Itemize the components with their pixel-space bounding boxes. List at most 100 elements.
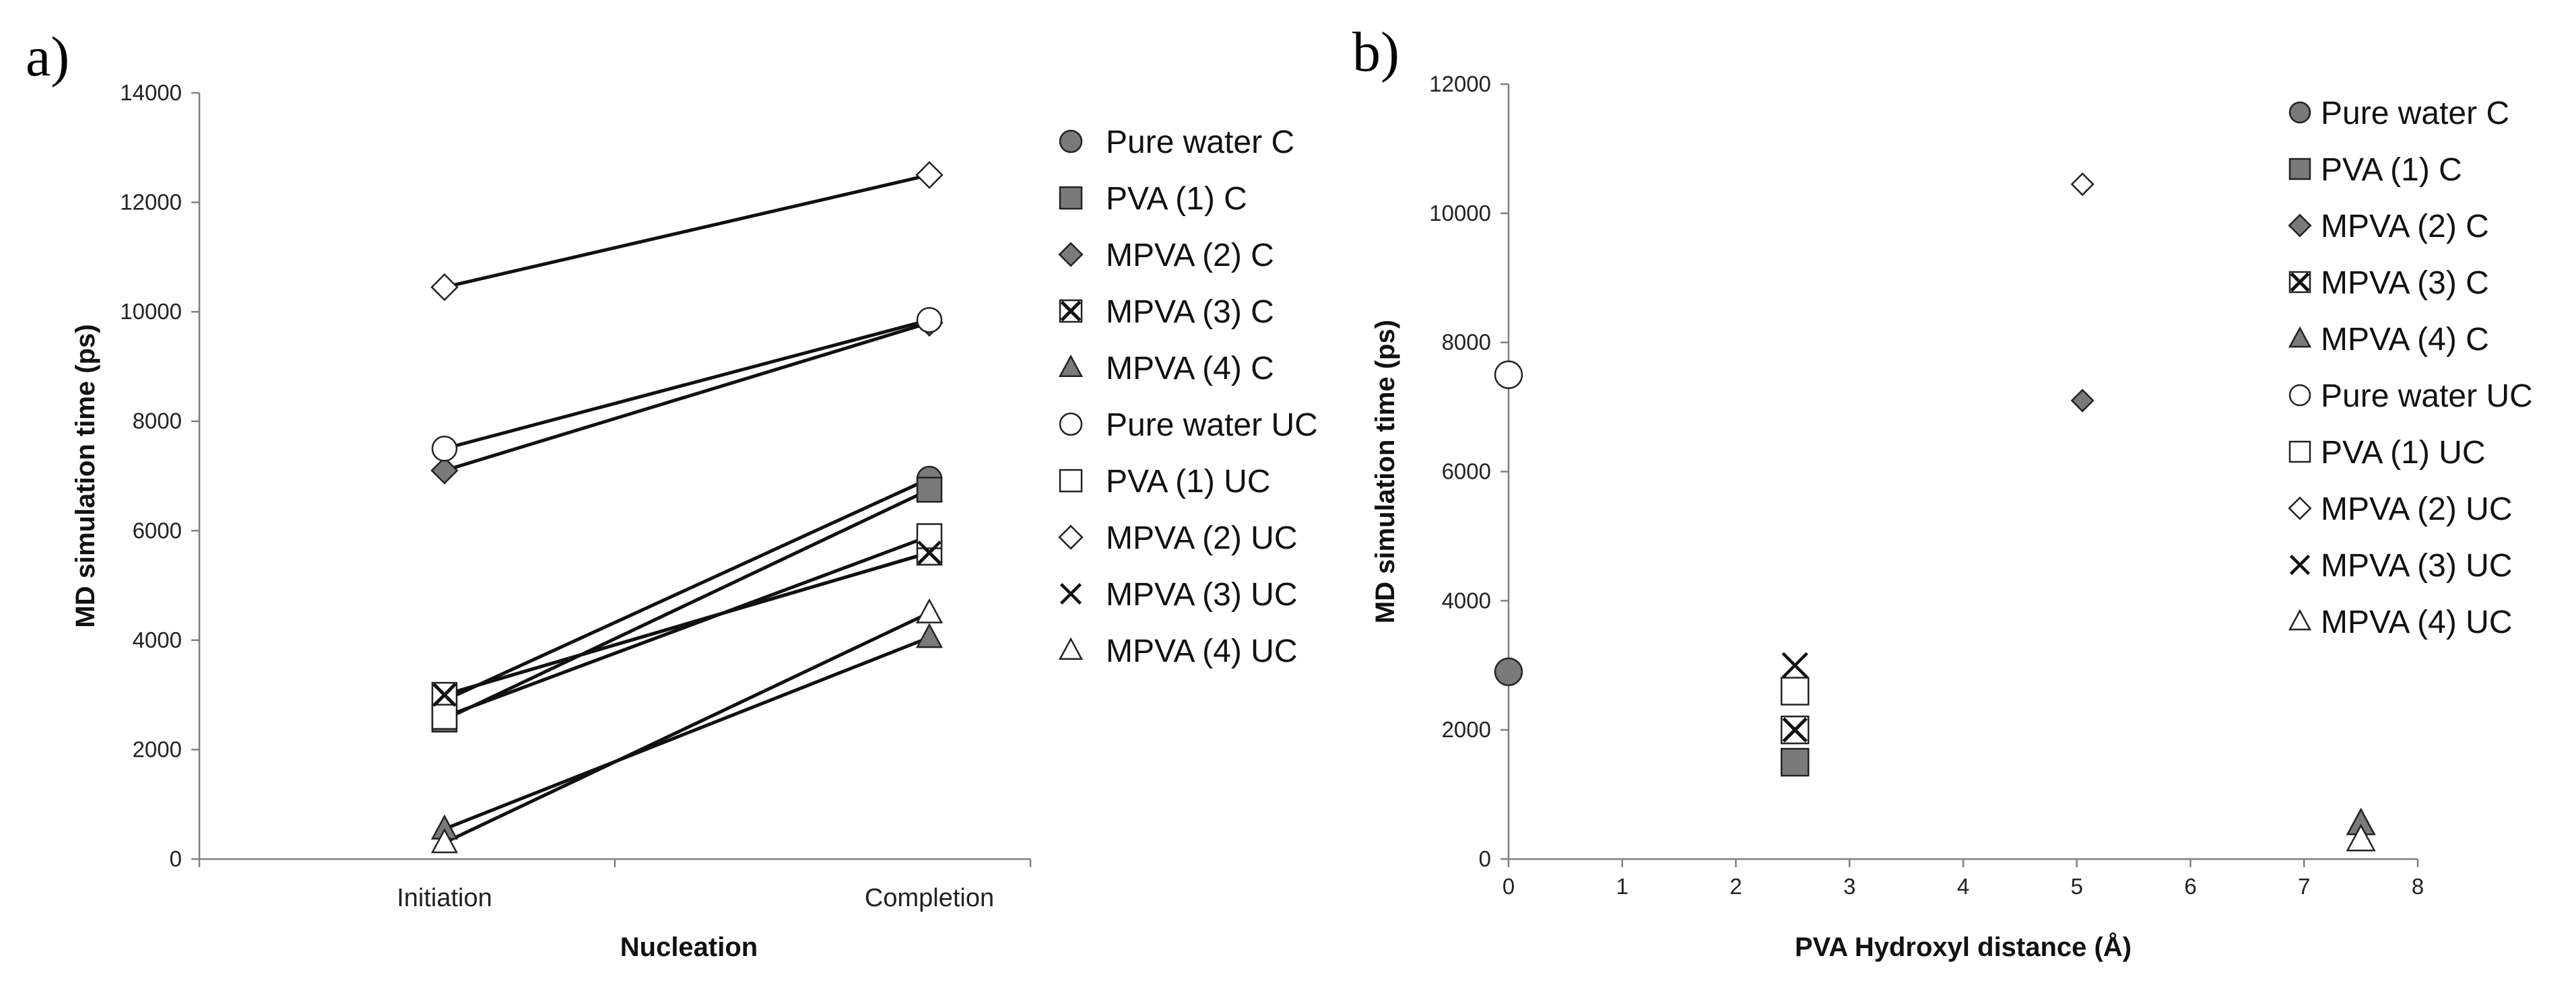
chart-b-y-tick-label: 12000 (1429, 71, 1491, 96)
chart-b-legend-label-mpva-3-c: MPVA (3) C (2321, 265, 2489, 301)
chart-b-legend-label-mpva-2-uc: MPVA (2) UC (2321, 491, 2512, 527)
chart-a-point-pva-1-c (916, 477, 943, 503)
chart-a-y-tick-label: 10000 (120, 299, 182, 324)
chart-b-legend-label-mpva-4-uc: MPVA (4) UC (2321, 605, 2512, 640)
chart-b-point-pva-1-uc (1781, 677, 1810, 706)
chart-b-point-mpva-3-c (1781, 715, 1810, 745)
chart-b-legend-marker-mpva-2-uc (2288, 496, 2312, 520)
chart-b-point-mpva-3-uc-stroke (1781, 652, 1808, 679)
chart-a-point-pva-1-uc (431, 704, 458, 730)
chart-a-legend-marker-pva-1-uc (1059, 469, 1083, 493)
chart-a-point-mpva-2-uc (915, 161, 944, 189)
chart-a-legend-marker-mpva-3-uc (1060, 583, 1082, 605)
chart-a-point-mpva-3-uc (917, 541, 942, 565)
chart-b-legend-marker-mpva-2-c (2288, 213, 2312, 238)
chart-b-legend-marker-mpva-3-c (2288, 271, 2311, 294)
chart-b-point-pva-1-c (1781, 747, 1810, 777)
chart-b-y-tick-label: 10000 (1429, 201, 1491, 226)
chart-b-x-tick-label: 8 (2412, 874, 2424, 899)
chart-a-point-mpva-3-uc (432, 683, 457, 707)
chart-a-legend-label-pva-1-c: PVA (1) C (1106, 181, 1247, 217)
chart-a-point-mpva-4-uc (915, 598, 944, 623)
chart-b-legend-marker-pure-water-c (2288, 101, 2311, 124)
chart-a-y-tick-label: 4000 (133, 627, 182, 652)
chart-a-legend-label-pure-water-c: Pure water C (1106, 125, 1294, 160)
chart-a-legend-label-pure-water-uc: Pure water UC (1106, 407, 1318, 443)
chart-a-series-line-mpva-2-c (444, 321, 930, 473)
chart-b-legend-marker-mpva-3-c-stroke (2290, 272, 2310, 292)
chart-a-point-pure-water-uc (916, 307, 943, 333)
chart-b-x-tick-label: 5 (2071, 874, 2083, 899)
chart-a-point-mpva-3-uc-stroke (917, 541, 942, 565)
chart-b-point-pure-water-uc (1494, 360, 1523, 389)
chart-a-legend-marker-mpva-3-c (1059, 299, 1083, 323)
chart-b-point-mpva-2-c (2070, 388, 2094, 413)
chart-b-legend-label-pva-1-c: PVA (1) C (2321, 152, 2462, 188)
chart-b-legend-marker-mpva-3-uc-stroke (2289, 554, 2311, 576)
chart-a-x-tick-label-completion: Completion (865, 884, 994, 912)
chart-b-point-mpva-3-c-stroke (1782, 717, 1808, 743)
chart-a-legend-marker-mpva-3-uc-stroke (1060, 583, 1082, 605)
chart-b-legend-marker-mpva-4-c (2288, 326, 2312, 348)
chart-a-legend-marker-pure-water-c (1059, 129, 1083, 154)
chart-a-legend-marker-pure-water-uc (1059, 412, 1083, 436)
chart-a-y-tick-label: 8000 (133, 409, 182, 434)
chart-a-x-axis-title: Nucleation (620, 932, 758, 962)
chart-b-legend-label-mpva-4-c: MPVA (4) C (2321, 322, 2489, 357)
chart-b-x-tick-label: 0 (1502, 874, 1515, 899)
chart-a-legend-marker-mpva-4-uc (1058, 637, 1084, 660)
chart-b-y-axis-title: MD simulation time (ps) (1370, 320, 1400, 623)
chart-a-y-tick-label: 0 (170, 846, 182, 871)
chart-a-legend-label-mpva-3-c: MPVA (3) C (1106, 294, 1274, 330)
panel-label-b: b) (1352, 21, 1399, 83)
chart-a-point-pure-water-uc (431, 436, 458, 462)
chart-a-y-tick-label: 6000 (133, 518, 182, 543)
chart-a-series-line-mpva-4-c (444, 636, 930, 831)
chart-a-point-mpva-4-uc (430, 828, 459, 854)
chart-b-legend-label-pva-1-uc: PVA (1) UC (2321, 435, 2486, 471)
chart-a-legend-label-mpva-4-c: MPVA (4) C (1106, 351, 1274, 386)
chart-b-legend-marker-pva-1-uc (2288, 440, 2311, 463)
chart-b-point-pure-water-c (1494, 657, 1523, 687)
chart-a-series-line-pva-1-c (443, 488, 931, 721)
chart-b-point-mpva-2-uc (2070, 172, 2094, 197)
chart-b-point-mpva-4-uc (2346, 823, 2376, 852)
chart-a-legend-label-mpva-4-uc: MPVA (4) UC (1106, 634, 1297, 669)
chart-b-legend-label-pure-water-uc: Pure water UC (2321, 378, 2533, 414)
chart-a-series-line-mpva-2-uc (444, 173, 930, 289)
chart-b-x-axis-title: PVA Hydroxyl distance (Å) (1795, 932, 2132, 962)
chart-b-legend-label-pure-water-c: Pure water C (2321, 96, 2509, 131)
chart-a-series-line-pva-1-uc (444, 535, 930, 718)
chart-a-y-tick-label: 2000 (133, 737, 182, 761)
chart-a-series-line-pure-water-c (443, 477, 931, 702)
chart-b-legend-marker-mpva-3-uc (2289, 554, 2311, 576)
chart-b-x-tick-label: 1 (1616, 874, 1628, 899)
chart-b-x-tick-label: 2 (1729, 874, 1742, 899)
chart-a-point-mpva-3-uc-stroke (432, 683, 457, 707)
chart-a: a) 0 2000 4000 6000 8000 10000 12000 14000 Initia… (26, 26, 1318, 962)
chart-a-series-line-pure-water-uc (444, 318, 930, 450)
chart-a-legend-label-mpva-2-c: MPVA (2) C (1106, 238, 1274, 273)
chart-b-point-mpva-3-uc (1781, 652, 1808, 679)
chart-a-point-mpva-2-c (430, 456, 459, 485)
chart-a-y-tick-label: 12000 (120, 190, 182, 215)
chart-b-legend-label-mpva-3-uc: MPVA (3) UC (2321, 548, 2512, 584)
chart-a-legend-label-pva-1-uc: PVA (1) UC (1106, 464, 1271, 500)
chart-b-legend-marker-pva-1-c (2288, 158, 2311, 180)
chart-b-y-tick-label: 6000 (1442, 459, 1491, 484)
chart-b-legend-marker-mpva-4-uc (2288, 609, 2312, 631)
chart-a-point-mpva-2-uc (430, 273, 459, 302)
chart-a-legend-marker-mpva-2-c (1058, 242, 1084, 267)
chart-a-legend-marker-pva-1-c (1059, 186, 1083, 210)
chart-a-legend-marker-mpva-3-c-stroke (1060, 300, 1082, 322)
chart-b-x-tick-label: 7 (2298, 874, 2310, 899)
chart-a-y-axis-title: MD simulation time (ps) (71, 324, 100, 627)
chart-a-series-line-mpva-3-uc (444, 551, 930, 697)
chart-a-legend-marker-mpva-2-uc (1058, 524, 1084, 550)
panel-label-a: a) (26, 26, 69, 88)
chart-b-y-tick-label: 0 (1479, 846, 1491, 871)
chart-b-x-tick-label: 4 (1957, 874, 1969, 899)
chart-b-x-tick-label: 6 (2184, 874, 2196, 899)
chart-b-y-tick-label: 4000 (1442, 588, 1491, 613)
